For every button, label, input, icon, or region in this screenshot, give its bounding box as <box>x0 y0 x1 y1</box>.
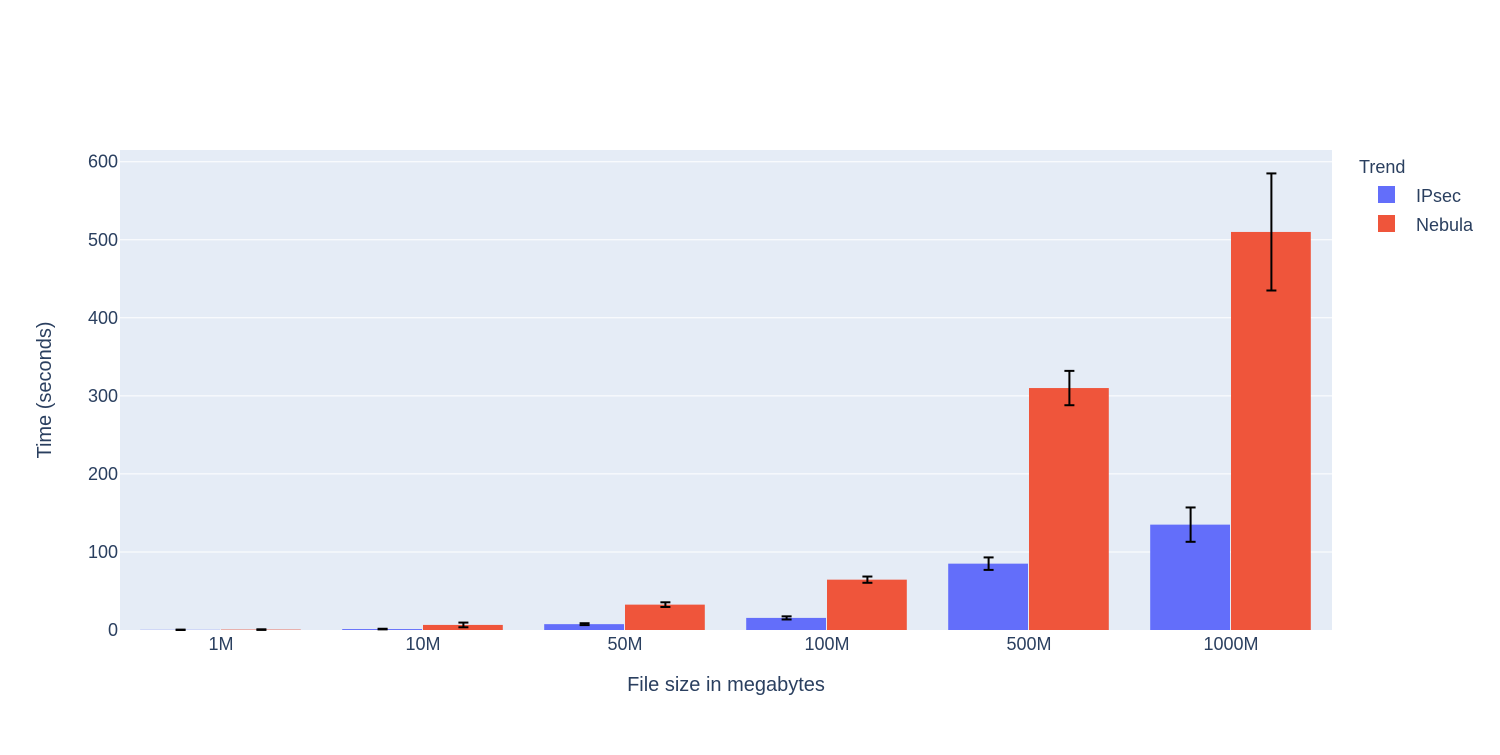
error-bar <box>256 629 266 630</box>
y-axis-label: Time (seconds) <box>34 321 56 458</box>
legend-label: Nebula <box>1416 215 1474 235</box>
y-tick-label: 200 <box>88 464 118 484</box>
legend-item-ipsec: IPsec <box>1378 186 1461 206</box>
x-tick-label: 1000M <box>1203 634 1258 654</box>
x-tick-label: 100M <box>804 634 849 654</box>
x-tick-label: 10M <box>405 634 440 654</box>
legend-label: IPsec <box>1416 186 1461 206</box>
y-tick-label: 100 <box>88 542 118 562</box>
y-tick-label: 300 <box>88 386 118 406</box>
y-tick-label: 500 <box>88 230 118 250</box>
y-tick-label: 600 <box>88 152 118 172</box>
bar-nebula <box>827 580 907 630</box>
legend-swatch <box>1378 215 1395 232</box>
legend-items: IPsec Nebula <box>1378 186 1474 235</box>
legend: Trend IPsec Nebula <box>1359 157 1474 235</box>
bar-nebula <box>1231 232 1311 630</box>
error-bar <box>580 623 590 625</box>
error-bar <box>378 629 388 630</box>
y-tick-labels: 0 100 200 300 400 500 600 <box>88 152 118 640</box>
x-tick-label: 50M <box>607 634 642 654</box>
legend-title: Trend <box>1359 157 1405 177</box>
x-tick-label: 1M <box>208 634 233 654</box>
x-axis-label: File size in megabytes <box>627 674 825 696</box>
x-tick-labels: 1M 10M 50M 100M 500M 1000M <box>208 634 1258 654</box>
bar-nebula <box>1029 388 1109 630</box>
y-tick-label: 0 <box>108 620 118 640</box>
y-tick-label: 400 <box>88 308 118 328</box>
legend-swatch <box>1378 186 1395 203</box>
legend-item-nebula: Nebula <box>1378 215 1474 235</box>
x-tick-label: 500M <box>1006 634 1051 654</box>
bar-ipsec <box>948 564 1028 630</box>
bar-nebula <box>625 605 705 630</box>
